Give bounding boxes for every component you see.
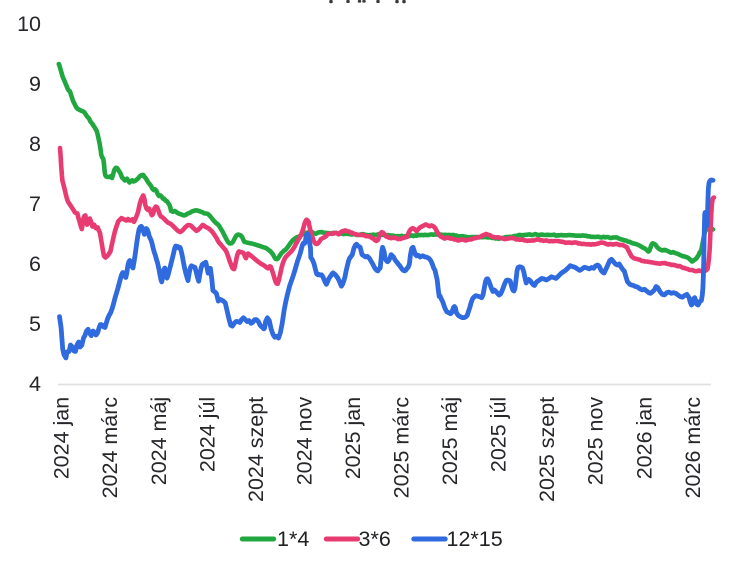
svg-text:2024 szept: 2024 szept: [244, 397, 268, 502]
svg-text:9: 9: [29, 72, 41, 96]
svg-text:6: 6: [29, 252, 41, 276]
svg-text:2026 márc: 2026 márc: [681, 397, 705, 499]
svg-text:2024 máj: 2024 máj: [147, 397, 171, 485]
svg-text:7: 7: [29, 192, 41, 216]
svg-text:2024 nov: 2024 nov: [292, 397, 316, 486]
svg-text:2026 jan: 2026 jan: [632, 397, 656, 480]
svg-text:2025 nov: 2025 nov: [584, 397, 608, 486]
svg-text:12*15: 12*15: [447, 527, 503, 551]
svg-text:2024 márc: 2024 márc: [98, 397, 122, 499]
svg-text:1*4: 1*4: [277, 527, 309, 551]
svg-text:5: 5: [29, 312, 41, 336]
svg-text:10: 10: [17, 12, 41, 36]
svg-text:2025 márc: 2025 márc: [390, 397, 414, 499]
svg-text:2025 jan: 2025 jan: [341, 397, 365, 480]
svg-text:3*6: 3*6: [359, 527, 391, 551]
svg-text:8: 8: [29, 132, 41, 156]
svg-text:2025 máj: 2025 máj: [438, 397, 462, 485]
svg-text:2024 jan: 2024 jan: [50, 397, 74, 480]
svg-text:2024 júl: 2024 júl: [195, 397, 219, 472]
svg-text:2025 szept: 2025 szept: [535, 397, 559, 502]
svg-text:4: 4: [29, 372, 41, 396]
svg-text:2025 júl: 2025 júl: [487, 397, 511, 472]
